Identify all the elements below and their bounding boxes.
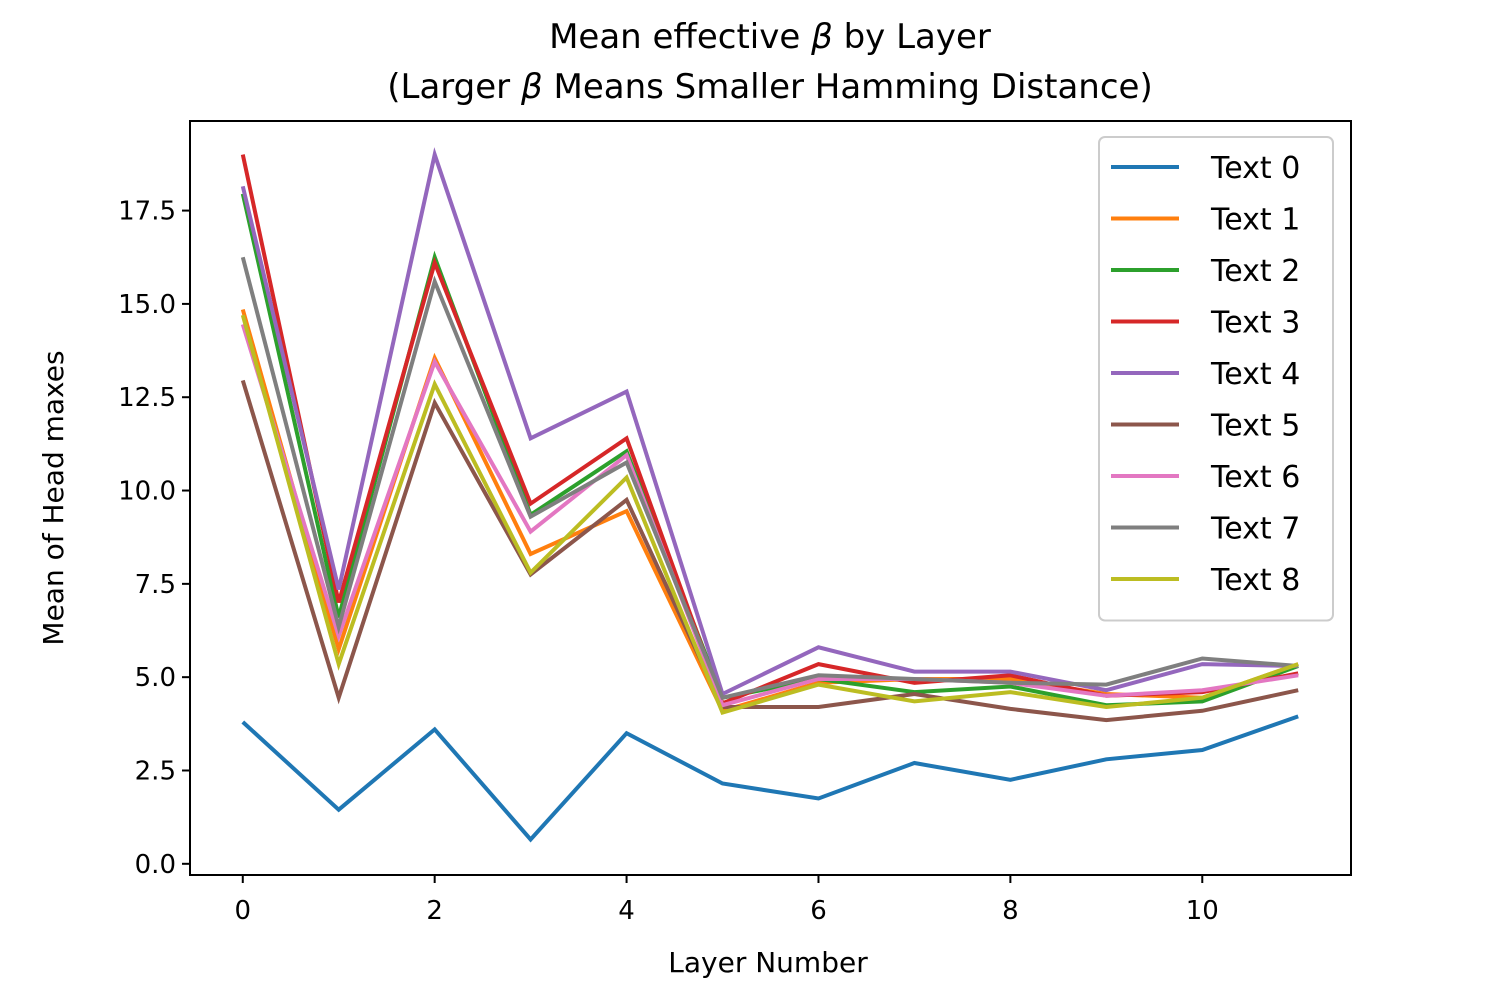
series-line-text-0 xyxy=(241,714,1299,843)
y-tick-label: 10.0 xyxy=(118,477,176,507)
x-tick-label: 6 xyxy=(810,896,827,926)
legend-label: Text 0 xyxy=(1210,151,1300,186)
legend-label: Text 1 xyxy=(1210,203,1300,238)
y-tick-label: 17.5 xyxy=(118,197,176,227)
x-tick-label: 2 xyxy=(426,896,443,926)
legend-label: Text 8 xyxy=(1210,563,1300,598)
series-line-text-5 xyxy=(240,379,1299,723)
y-axis: 0.0 2.5 5.0 7.5 10.0 12.5 15.0 17.5 xyxy=(118,197,190,880)
series-line-text-4 xyxy=(240,147,1299,697)
x-tick-label: 0 xyxy=(234,896,251,926)
x-tick-label: 8 xyxy=(1002,896,1019,926)
legend: Text 0 Text 1 Text 2 Text 3 Text 4 Text 5 Text… xyxy=(1098,136,1334,622)
y-tick-label: 7.5 xyxy=(135,570,176,600)
x-tick-label: 4 xyxy=(618,896,635,926)
legend-label: Text 2 xyxy=(1210,254,1300,289)
y-tick-label: 15.0 xyxy=(118,290,176,320)
legend-label: Text 4 xyxy=(1210,357,1300,392)
x-tick-label: 10 xyxy=(1186,896,1219,926)
legend-box xyxy=(1098,136,1334,622)
x-axis-label: Layer Number xyxy=(668,946,868,979)
y-tick-label: 0.0 xyxy=(135,850,176,880)
y-axis-label: Mean of Head maxes xyxy=(37,350,70,645)
legend-label: Text 5 xyxy=(1210,409,1300,444)
chart-title-line-2: (Larger β Means Smaller Hamming Distance… xyxy=(387,67,1152,107)
legend-label: Text 6 xyxy=(1210,460,1300,495)
series-line-text-7 xyxy=(240,256,1299,701)
x-axis: 0 2 4 6 8 10 xyxy=(234,875,1219,926)
legend-label: Text 3 xyxy=(1210,306,1300,341)
y-tick-label: 2.5 xyxy=(135,756,176,786)
series-line-text-8 xyxy=(240,314,1299,716)
y-tick-label: 5.0 xyxy=(135,663,176,693)
series-line-text-6 xyxy=(240,323,1299,708)
series-layer xyxy=(240,147,1299,843)
y-tick-label: 12.5 xyxy=(118,383,176,413)
legend-label: Text 7 xyxy=(1210,512,1300,547)
chart-title-line-1: Mean effective β by Layer xyxy=(549,17,991,57)
axes-frame xyxy=(189,120,1352,876)
